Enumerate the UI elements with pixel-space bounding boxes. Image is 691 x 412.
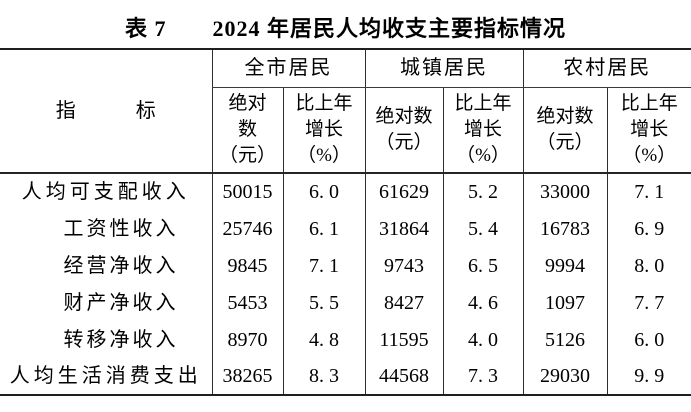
value-cell: 50015 (211, 173, 283, 210)
indicator-cell: 人均可支配收入 (21, 181, 190, 203)
indicator-cell: 工资性收入 (63, 217, 179, 240)
subheader-citywide-growth: 比上年 增长 （%） (282, 87, 365, 174)
value-cell: 6. 0 (282, 173, 365, 210)
value-cell: 38265 (211, 358, 283, 395)
subheader-line: 绝对数 (375, 105, 433, 127)
header-subhead-row: 绝对 数 （元） 比上年 增长 （%） 绝对数 （元） 比上年 增长 （%） (0, 87, 691, 174)
income-expenditure-table: 指 标 全市居民 城镇居民 农村居民 绝对 数 （元） 比上年 增长 （%） 绝… (0, 48, 691, 396)
value-cell: 31864 (364, 210, 443, 247)
subheader-line: （元） (218, 144, 276, 166)
value-cell: 5126 (522, 321, 607, 358)
value-cell: 9994 (522, 247, 607, 284)
subheader-citywide-absolute: 绝对 数 （元） (211, 87, 283, 174)
subheader-urban-growth: 比上年 增长 （%） (442, 87, 523, 174)
value-cell: 7. 7 (606, 284, 691, 321)
indicator-cell: 转移净收入 (63, 328, 179, 351)
table-row: 转移净收入 8970 4. 8 11595 4. 0 5126 6. 0 (0, 321, 691, 358)
subheader-line: 增长 (630, 118, 669, 140)
value-cell: 9845 (211, 247, 283, 284)
subheader-line: 比上年 (454, 92, 512, 114)
subheader-line: 绝对数 (536, 105, 594, 127)
value-cell: 1097 (522, 284, 607, 321)
table-title: 表 7 2024 年居民人均收支主要指标情况 (0, 0, 691, 48)
value-cell: 11595 (364, 321, 443, 358)
subheader-line: （%） (622, 144, 677, 166)
value-cell: 7. 3 (442, 358, 523, 395)
value-cell: 9743 (364, 247, 443, 284)
value-cell: 8. 0 (606, 247, 691, 284)
table-row: 经营净收入 9845 7. 1 9743 6. 5 9994 8. 0 (0, 247, 691, 284)
subheader-line: 比上年 (620, 92, 678, 114)
indicator-header-cell: 指 标 (0, 49, 212, 174)
value-cell: 4. 6 (442, 284, 523, 321)
value-cell: 5453 (211, 284, 283, 321)
subheader-line: （%） (456, 144, 510, 166)
value-cell: 8427 (364, 284, 443, 321)
subheader-rural-growth: 比上年 增长 （%） (606, 87, 691, 174)
value-cell: 6. 0 (606, 321, 691, 358)
table-row: 人均可支配收入 50015 6. 0 61629 5. 2 33000 7. 1 (0, 173, 691, 210)
table-row: 财产净收入 5453 5. 5 8427 4. 6 1097 7. 7 (0, 284, 691, 321)
table-title-text: 2024 年居民人均收支主要指标情况 (212, 16, 567, 41)
group-header-urban: 城镇居民 (364, 49, 523, 88)
subheader-line: 增长 (304, 118, 343, 140)
value-cell: 6. 9 (606, 210, 691, 247)
subheader-rural-absolute: 绝对数 （元） (522, 87, 607, 174)
value-cell: 6. 5 (442, 247, 523, 284)
value-cell: 5. 2 (442, 173, 523, 210)
table-row: 工资性收入 25746 6. 1 31864 5. 4 16783 6. 9 (0, 210, 691, 247)
value-cell: 4. 8 (282, 321, 365, 358)
value-cell: 33000 (522, 173, 607, 210)
header-group-row: 指 标 全市居民 城镇居民 农村居民 (0, 49, 691, 174)
table-row: 人均生活消费支出 38265 8. 3 44568 7. 3 29030 9. … (0, 358, 691, 395)
value-cell: 6. 1 (282, 210, 365, 247)
value-cell: 9. 9 (606, 358, 691, 395)
group-header-citywide: 全市居民 (211, 49, 365, 88)
value-cell: 5. 4 (442, 210, 523, 247)
subheader-line: （%） (297, 144, 351, 166)
subheader-urban-absolute: 绝对数 （元） (364, 87, 443, 174)
subheader-line: 绝对 (228, 92, 267, 114)
value-cell: 4. 0 (442, 321, 523, 358)
indicator-cell: 经营净收入 (63, 254, 179, 277)
value-cell: 29030 (522, 358, 607, 395)
value-cell: 44568 (364, 358, 443, 395)
value-cell: 8970 (211, 321, 283, 358)
subheader-line: 比上年 (295, 92, 353, 114)
table-number: 表 7 (124, 16, 167, 41)
indicator-cell: 财产净收入 (63, 291, 179, 314)
group-header-rural: 农村居民 (522, 49, 691, 88)
subheader-line: （元） (536, 131, 594, 153)
subheader-line: 数 (237, 118, 257, 140)
value-cell: 61629 (364, 173, 443, 210)
value-cell: 16783 (522, 210, 607, 247)
value-cell: 8. 3 (282, 358, 365, 395)
value-cell: 25746 (211, 210, 283, 247)
subheader-line: 增长 (463, 118, 502, 140)
indicator-cell: 人均生活消费支出 (9, 365, 202, 387)
subheader-line: （元） (375, 131, 433, 153)
value-cell: 7. 1 (606, 173, 691, 210)
value-cell: 5. 5 (282, 284, 365, 321)
value-cell: 7. 1 (282, 247, 365, 284)
